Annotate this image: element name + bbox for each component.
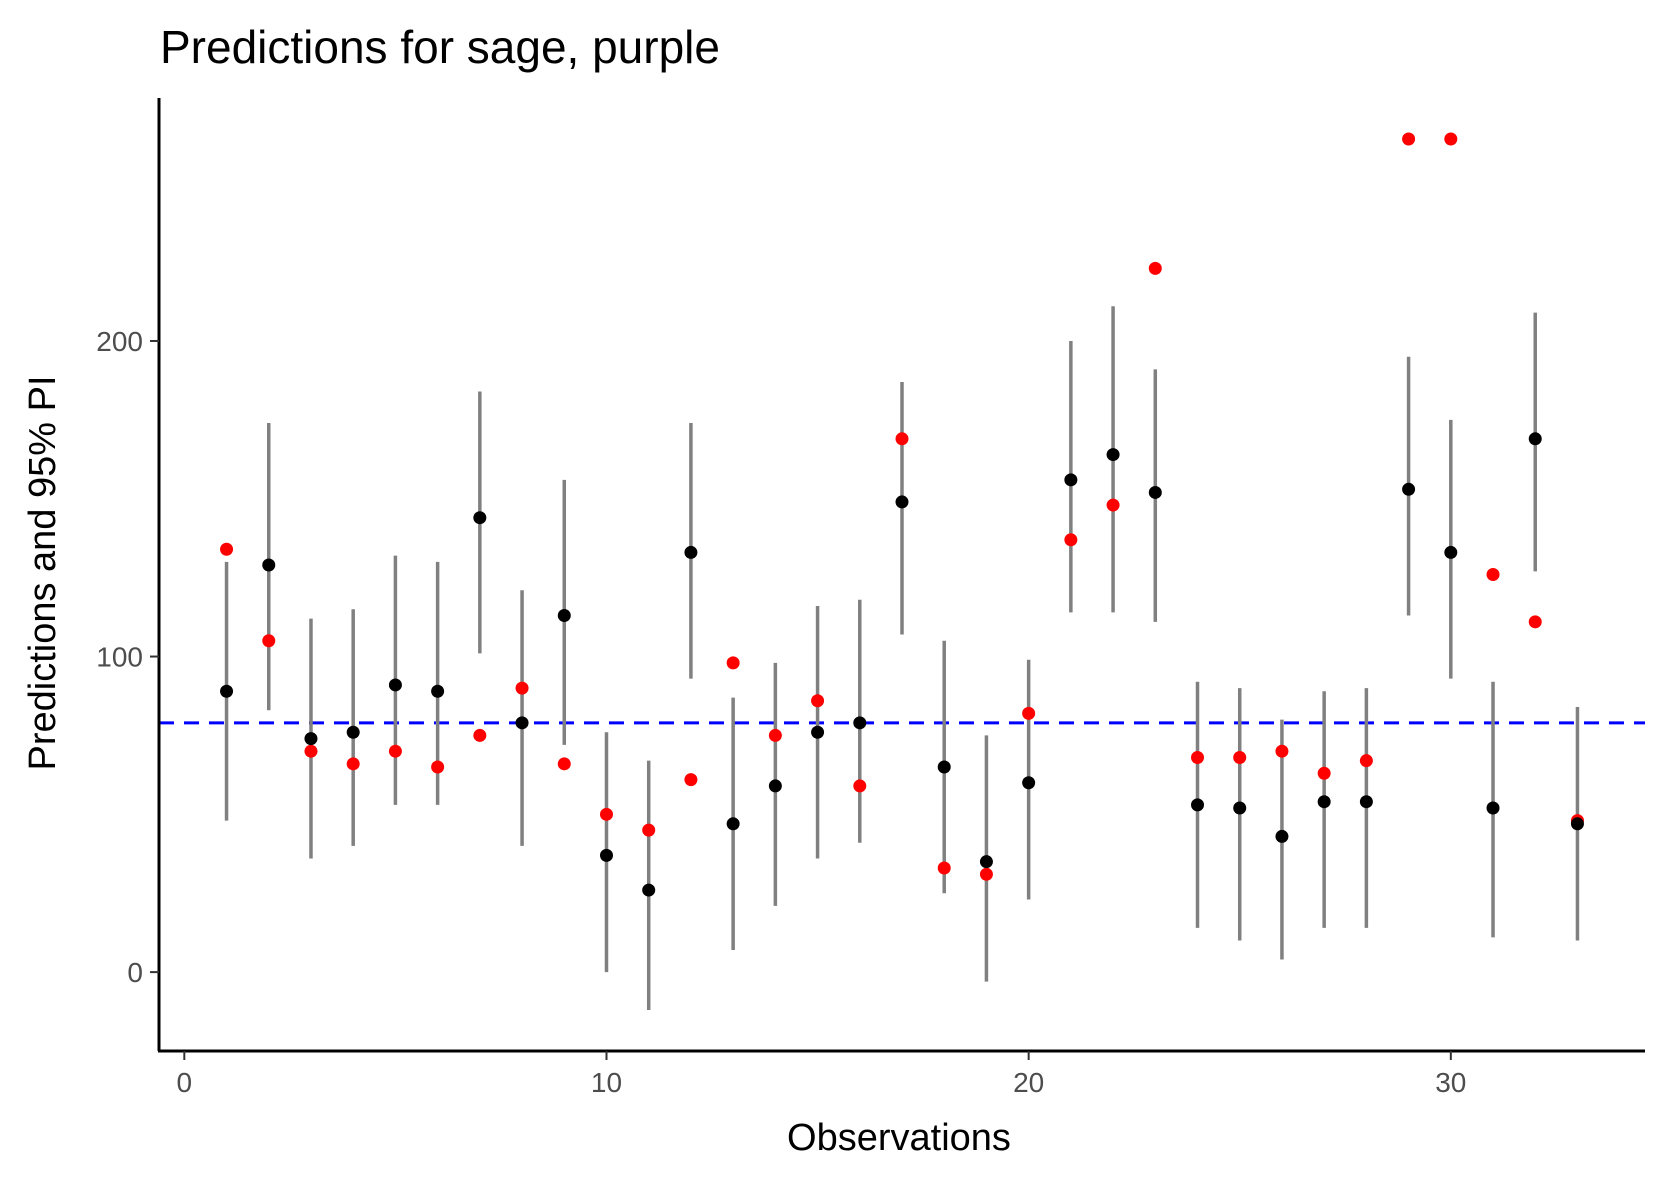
prediction-point: [1486, 801, 1500, 815]
prediction-point: [473, 511, 487, 525]
prediction-point: [1233, 801, 1247, 815]
observed-point: [1528, 615, 1542, 629]
prediction-point: [1317, 795, 1331, 809]
prediction-point: [388, 678, 402, 692]
y-tick-label: 200: [96, 326, 143, 357]
prediction-point: [937, 760, 951, 774]
observed-point: [557, 757, 571, 771]
prediction-point: [1275, 829, 1289, 843]
observed-point: [388, 744, 402, 758]
x-tick-label: 10: [591, 1067, 622, 1098]
observed-point: [1275, 744, 1289, 758]
observed-point: [220, 542, 234, 556]
prediction-point: [1570, 817, 1584, 831]
prediction-point: [684, 545, 698, 559]
prediction-point: [1528, 432, 1542, 446]
observed-point: [304, 744, 318, 758]
prediction-point: [726, 817, 740, 831]
observed-point: [726, 656, 740, 670]
prediction-point: [853, 716, 867, 730]
prediction-point: [1148, 485, 1162, 499]
x-axis-title: Observations: [787, 1117, 1011, 1159]
prediction-point: [599, 848, 613, 862]
observed-point: [515, 681, 529, 695]
observed-point: [1148, 261, 1162, 275]
observed-point: [346, 757, 360, 771]
observed-point: [1486, 568, 1500, 581]
observed-point: [642, 823, 656, 837]
observed-point: [262, 634, 276, 648]
prediction-point: [895, 495, 909, 509]
y-tick-label: 0: [127, 957, 143, 988]
prediction-point: [1191, 798, 1205, 812]
chart-title: Predictions for sage, purple: [160, 21, 720, 73]
observed-point: [937, 861, 951, 875]
observed-point: [1191, 751, 1205, 765]
prediction-point: [304, 732, 318, 746]
prediction-point: [557, 609, 571, 623]
observed-point: [431, 760, 445, 774]
prediction-point: [431, 684, 445, 698]
prediction-point: [1106, 448, 1120, 462]
y-tick-label: 100: [96, 642, 143, 673]
y-axis-title: Predictions and 95% PI: [22, 375, 64, 770]
observed-point: [1064, 533, 1078, 547]
prediction-point: [1064, 473, 1078, 487]
observed-point: [1233, 751, 1247, 765]
prediction-point: [979, 855, 993, 869]
x-tick-label: 20: [1013, 1067, 1044, 1098]
observed-point: [1106, 498, 1120, 512]
observed-point: [768, 728, 782, 742]
prediction-point: [1402, 482, 1416, 496]
observed-point: [473, 728, 487, 742]
prediction-point: [346, 725, 360, 739]
observed-point: [979, 867, 993, 881]
x-tick-label: 30: [1435, 1067, 1466, 1098]
observed-point: [811, 694, 825, 708]
prediction-point: [262, 558, 276, 572]
observed-point: [1444, 132, 1458, 146]
prediction-point: [1022, 776, 1036, 790]
observed-point: [1402, 132, 1416, 146]
prediction-point: [1359, 795, 1373, 809]
prediction-point: [515, 716, 529, 730]
prediction-point: [811, 725, 825, 739]
observed-point: [853, 779, 867, 793]
prediction-point: [642, 883, 656, 897]
observed-point: [1317, 766, 1331, 780]
observed-point: [599, 807, 613, 821]
observed-point: [1022, 706, 1036, 720]
observed-point: [1359, 754, 1373, 768]
prediction-point: [220, 684, 234, 698]
observed-point: [895, 432, 909, 446]
observed-point: [684, 773, 698, 787]
prediction-point: [768, 779, 782, 793]
prediction-point: [1444, 545, 1458, 559]
x-tick-label: 0: [177, 1067, 193, 1098]
